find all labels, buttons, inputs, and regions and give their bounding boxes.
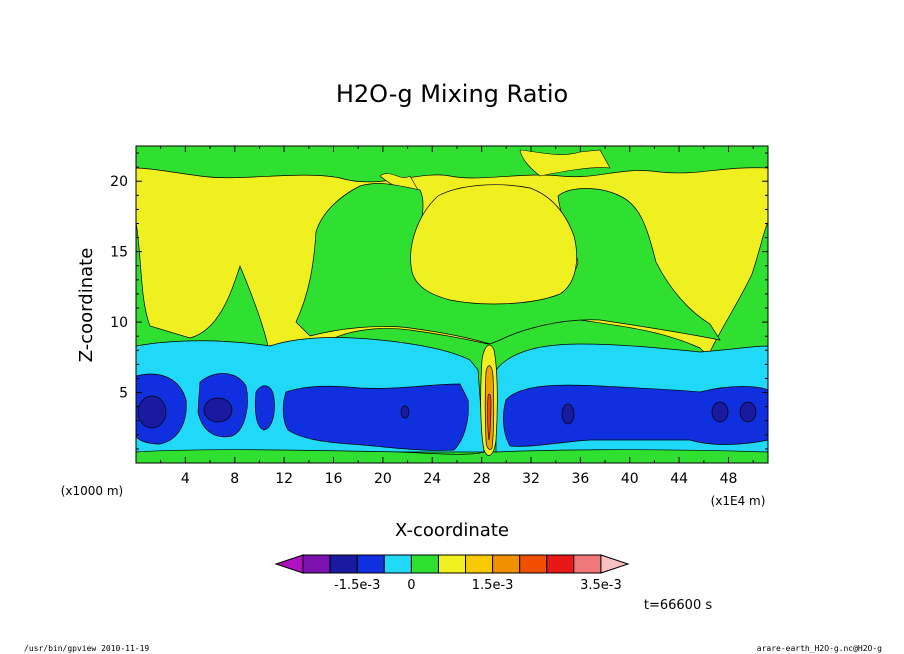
x-unit-right: (x1E4 m)	[711, 494, 766, 508]
footer-right: arare-earth_H2O-g.nc@H2O-g	[757, 644, 882, 653]
x-tick-label: 40	[621, 471, 639, 487]
field-blue-right	[503, 384, 768, 447]
x-tick-label: 20	[374, 471, 392, 487]
field-green-top	[136, 146, 768, 183]
x-tick-label: 36	[571, 471, 589, 487]
colorbar-tick-label: -1.5e-3	[334, 578, 380, 593]
field-green-base	[136, 449, 768, 463]
y-tick-label: 10	[110, 315, 128, 331]
colorbar-segment	[410, 554, 439, 574]
colorbar-segment	[573, 554, 602, 574]
plot-field	[136, 146, 768, 463]
x-tick-label: 24	[423, 471, 441, 487]
colorbar-segment	[437, 554, 467, 574]
colorbar-tick-label: 0	[407, 578, 415, 593]
colorbar-arrow-low	[274, 554, 304, 574]
x-axis-ticks: 4 8 12 16 20 24 28 32 36 40 44 48	[160, 146, 754, 487]
plot-frame	[135, 145, 769, 464]
colorbar-segment	[383, 554, 412, 574]
x-tick-label: 32	[522, 471, 540, 487]
field-yellow-dome	[410, 184, 577, 305]
colorbar-segment	[356, 554, 385, 574]
colorbar-segment	[546, 554, 575, 574]
field-blue-left	[282, 383, 469, 451]
x-tick-label: 8	[230, 471, 239, 487]
time-label: t=66600 s	[644, 598, 712, 613]
y-tick-label: 5	[119, 386, 128, 402]
x-tick-label: 48	[720, 471, 738, 487]
colorbar-segment	[465, 554, 494, 574]
y-axis-label: Z-coordinate	[76, 248, 97, 363]
chart-title: H2O-g Mixing Ratio	[336, 80, 568, 108]
field-green-plumes	[295, 183, 721, 345]
x-tick-label: 16	[325, 471, 343, 487]
colorbar-segment	[492, 554, 521, 574]
colorbar-segment	[302, 554, 331, 574]
y-tick-label: 20	[110, 174, 128, 190]
x-tick-label: 44	[670, 471, 688, 487]
x-tick-label: 4	[181, 471, 190, 487]
x-unit-left: (x1000 m)	[61, 484, 124, 498]
colorbar-tick-label: 3.5e-3	[580, 578, 622, 593]
colorbar-arrow-high	[600, 554, 630, 574]
colorbar-tick-label: 1.5e-3	[472, 578, 514, 593]
colorbar-segment	[329, 554, 358, 574]
x-tick-label: 12	[275, 471, 293, 487]
colorbar-segment	[519, 554, 548, 574]
colorbar: -1.5e-3 0 1.5e-3 3.5e-3	[274, 554, 630, 593]
footer-left: /usr/bin/gpview 2010-11-19	[24, 644, 149, 653]
x-tick-label: 28	[473, 471, 491, 487]
y-axis-ticks: 5 10 15 20	[110, 152, 768, 450]
y-tick-label: 15	[110, 245, 128, 261]
x-axis-label: X-coordinate	[395, 520, 509, 541]
